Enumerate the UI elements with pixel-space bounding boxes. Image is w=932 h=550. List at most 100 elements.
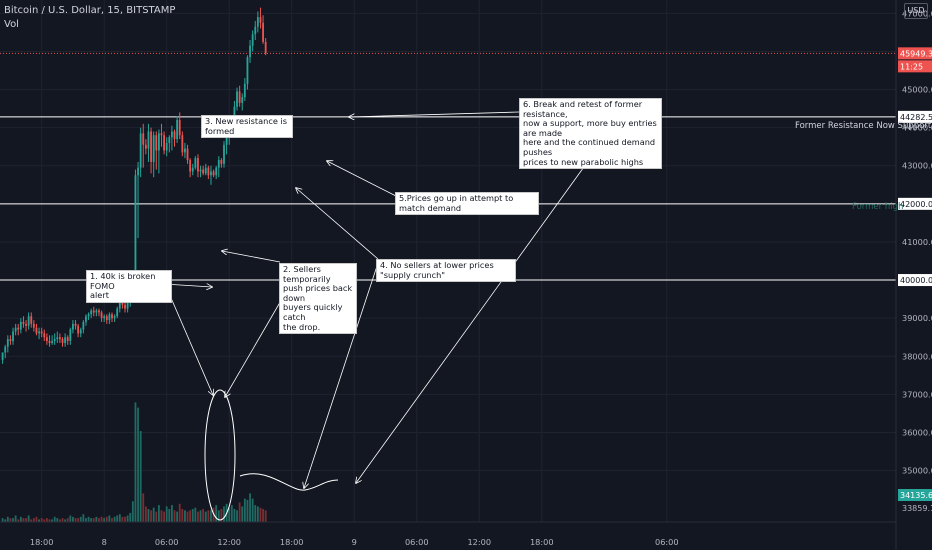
volume-bar [108, 515, 111, 522]
countdown-tag-bg [898, 60, 932, 73]
annotation-6[interactable]: 6. Break and retest of former resistance… [519, 98, 662, 170]
candle-body [199, 169, 202, 172]
candle-body [103, 316, 106, 319]
volume-bar [251, 498, 254, 522]
price-tick-label: 44000.00 [902, 123, 932, 133]
level-label-support: Former Resistance Now Support [795, 121, 932, 131]
time-tick-label: 8 [102, 537, 107, 547]
candle-body [1, 352, 4, 361]
horizontal-levels[interactable] [0, 52, 896, 281]
time-tick-label: 06:00 [405, 537, 429, 547]
volume-bar [186, 511, 189, 522]
candle-body [92, 310, 95, 313]
candle-body [22, 321, 25, 324]
volume-bar [134, 402, 137, 522]
volume-bar [12, 518, 14, 522]
volume-bar [194, 507, 197, 522]
volume-bar [150, 510, 152, 522]
annotation-5[interactable]: 5.Prices go up in attempt to match deman… [395, 192, 539, 216]
volume-bar [202, 509, 205, 522]
candle-body [82, 321, 85, 330]
candle-body [181, 135, 184, 153]
volume-bar [51, 519, 54, 522]
volume-bar [27, 515, 30, 522]
candle-body [43, 333, 46, 338]
annotation-1[interactable]: 1. 40k is broken FOMO alert [86, 270, 172, 303]
candle-body [144, 144, 147, 149]
arrow-1-to-break [163, 284, 212, 287]
time-tick-label: 18:00 [280, 537, 304, 547]
volume-bar [262, 509, 264, 522]
level-price-tag: 40000.00 [900, 276, 932, 285]
candle-body [157, 133, 160, 151]
candle-body [53, 339, 56, 342]
volume-bar [223, 506, 225, 522]
volume-bar [249, 493, 251, 522]
candle-body [165, 142, 168, 151]
volume-bar [82, 514, 85, 522]
candle-body [111, 314, 113, 319]
volume-bar [137, 407, 139, 522]
volume-bar [126, 515, 129, 522]
candle-body [202, 169, 205, 174]
volume-bar [105, 516, 108, 522]
annotation-4[interactable]: 4. No sellers at lower prices "supply cr… [376, 259, 516, 283]
level-price-tag-bg [898, 110, 932, 123]
volume-bar [90, 518, 93, 522]
chart-header: Bitcoin / U.S. Dollar, 15, BITSTAMP Vol [4, 4, 175, 32]
volume-bar [165, 506, 168, 522]
volume-bar [100, 516, 103, 522]
volume-bar [160, 510, 163, 522]
volume-bar [121, 516, 124, 522]
candle-body [191, 167, 194, 172]
volume-bar [85, 518, 87, 522]
candle-body [72, 323, 74, 330]
candle-body [262, 22, 264, 42]
candle-body [95, 310, 98, 313]
candle-body [58, 337, 61, 340]
volume-bar [176, 511, 179, 522]
candle-body [118, 301, 121, 309]
arrow-5-to-rise [327, 161, 397, 197]
candle-body [19, 321, 22, 330]
currency-button[interactable]: USD [904, 3, 928, 19]
annotation-3[interactable]: 3. New resistance is formed [201, 115, 293, 139]
level-price-tag: 44282.52 [900, 113, 932, 122]
candle-body [35, 327, 38, 334]
candle-body [87, 314, 90, 317]
candle-body [113, 316, 116, 319]
candle-body [241, 97, 244, 103]
volume-bar [9, 518, 12, 522]
candle-body [108, 314, 111, 321]
candle-body [134, 175, 137, 277]
volume-bar [264, 510, 267, 522]
price-tick-label: 36000.00 [902, 427, 932, 437]
candle-body [48, 341, 51, 343]
candle-body [69, 329, 72, 342]
countdown-tag: 11:25 [900, 62, 923, 71]
volume-bar [1, 518, 4, 522]
time-tick-label: 9 [352, 537, 357, 547]
volume-bar [178, 503, 181, 522]
arrow-2-to-dip [222, 251, 281, 263]
volume-bar [189, 510, 192, 522]
volume-bar [4, 519, 7, 522]
time-tick-label: 18:00 [30, 537, 54, 547]
volume-bar [25, 518, 27, 522]
symbol-title: Bitcoin / U.S. Dollar, 15, BITSTAMP [4, 5, 176, 16]
volume-bars [1, 402, 267, 522]
arrow-1-to-volume [164, 283, 213, 395]
arrow-6-to-volume [356, 134, 608, 483]
candle-body [64, 337, 67, 343]
volume-bar [243, 498, 246, 522]
annotation-2[interactable]: 2. Sellers temporarily push prices back … [279, 263, 357, 335]
volume-bar [259, 507, 262, 522]
volume-bar [32, 518, 35, 522]
volume-bar [61, 518, 64, 522]
drawings[interactable] [163, 111, 608, 521]
volume-bar [66, 518, 69, 522]
price-tick-label: 45000.00 [902, 85, 932, 95]
volume-bar [64, 519, 67, 522]
volume-bar [147, 509, 150, 522]
